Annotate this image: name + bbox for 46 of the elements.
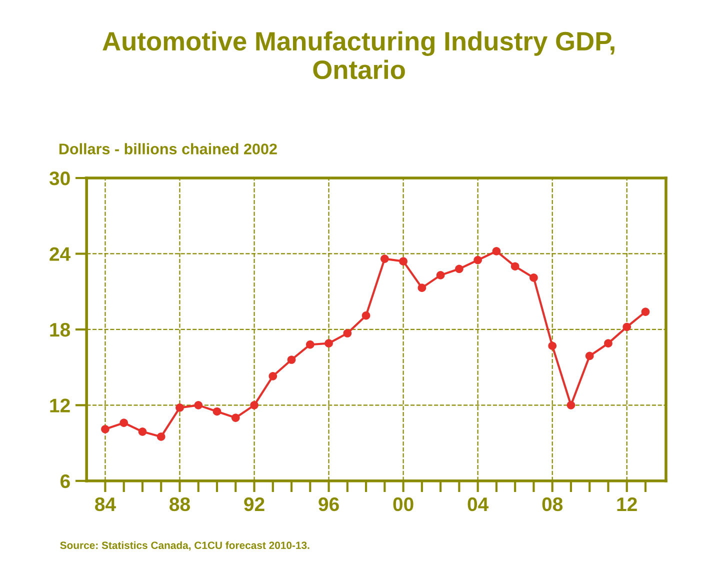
source-note: Source: Statistics Canada, C1CU forecast 2010-13. [60, 541, 310, 551]
point [156, 432, 166, 441]
y-tick-label: 18 [50, 322, 70, 337]
point [474, 256, 482, 264]
x-tick-label: 04 [468, 497, 489, 512]
y-tick-label: 30 [49, 171, 70, 186]
y-tick-label: 24 [50, 247, 71, 261]
point [101, 424, 110, 434]
point [343, 329, 352, 338]
point [641, 308, 650, 316]
x-tick-label: 96 [318, 497, 339, 512]
point [548, 342, 557, 350]
point [604, 339, 612, 348]
point [436, 271, 445, 280]
point [622, 322, 632, 332]
point [120, 418, 128, 428]
x-tick-label: 84 [95, 497, 116, 512]
point [566, 401, 576, 410]
point [138, 428, 147, 436]
point [324, 339, 333, 348]
point [530, 274, 538, 282]
y-tick-label: 12 [50, 398, 70, 412]
y-tick-label: 6 [60, 474, 70, 488]
point [287, 356, 296, 364]
point [268, 372, 278, 380]
x-tick-label: 88 [170, 497, 190, 512]
x-tick-label: 08 [542, 497, 563, 512]
point [455, 264, 464, 274]
chart-title: Automotive Manufacturing Industry GDP, Ontario [102, 31, 614, 80]
point [306, 340, 314, 349]
point [176, 404, 184, 412]
point [492, 247, 501, 256]
point [585, 352, 594, 360]
point [212, 407, 222, 416]
point [362, 311, 370, 320]
point [194, 401, 203, 410]
point [250, 401, 258, 410]
x-tick-label: 92 [244, 497, 264, 512]
x-tick-label: 12 [617, 497, 637, 511]
y-axis-title: Dollars - billions chained 2002 [59, 143, 277, 154]
point [380, 254, 389, 263]
point [399, 257, 408, 266]
point [510, 262, 520, 271]
point [231, 414, 240, 422]
x-tick-label: 00 [393, 497, 414, 512]
point [418, 284, 426, 292]
